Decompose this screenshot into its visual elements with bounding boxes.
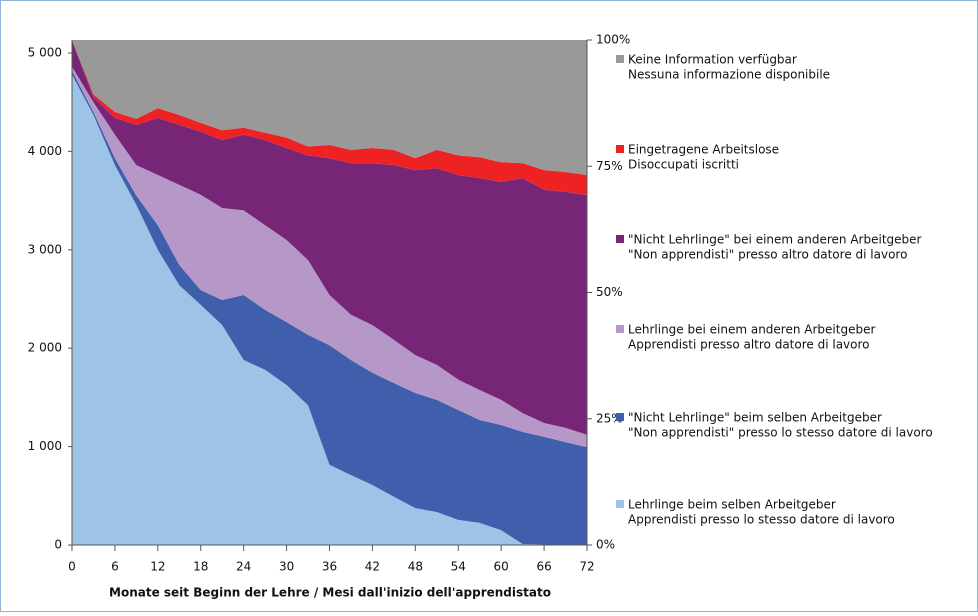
x-tick-label: 54 [451,560,466,574]
legend-label: "Nicht Lehrlinge" bei einem anderen Arbe… [628,233,922,247]
legend-label: Nessuna informazione disponibile [628,68,830,82]
legend-label: Lehrlinge bei einem anderen Arbeitgeber [628,323,875,337]
y-tick-label: 5 000 [28,45,62,59]
y-tick-label: 1 000 [28,439,62,453]
x-tick-label: 48 [408,560,423,574]
legend-swatch [616,145,624,153]
x-tick-label: 0 [68,560,76,574]
y-tick-label: 4 000 [28,144,62,158]
y-tick-label: 2 000 [28,341,62,355]
area [72,74,587,545]
x-tick-label: 18 [193,560,208,574]
legend-label: Apprendisti presso lo stesso datore di l… [628,513,895,527]
area [72,70,587,545]
x-tick-label: 24 [236,560,251,574]
y2-tick-label: 0% [596,538,615,552]
x-tick-label: 66 [536,560,551,574]
legend-label: "Nicht Lehrlinge" beim selben Arbeitgebe… [628,411,882,425]
legend-swatch [616,500,624,508]
legend-swatch [616,55,624,63]
y-tick-label: 3 000 [28,242,62,256]
area [72,66,587,448]
y2-tick-label: 75% [596,159,623,173]
x-tick-label: 12 [150,560,165,574]
x-tick-label: 30 [279,560,294,574]
x-tick-label: 42 [365,560,380,574]
legend-label: Lehrlinge beim selben Arbeitgeber [628,498,836,512]
legend-label: Disoccupati iscritti [628,158,739,172]
legend-swatch [616,413,624,421]
y2-tick-label: 50% [596,285,623,299]
x-tick-label: 60 [494,560,509,574]
legend-label: "Non apprendisti" presso lo stesso dator… [628,426,933,440]
x-axis-title: Monate seit Beginn der Lehre / Mesi dall… [109,586,551,600]
x-tick-label: 72 [579,560,594,574]
area [72,40,587,196]
legend-label: "Non apprendisti" presso altro datore di… [628,248,907,262]
legend-label: Apprendisti presso altro datore di lavor… [628,338,870,352]
x-tick-label: 6 [111,560,119,574]
legend-label: Eingetragene Arbeitslose [628,143,779,157]
x-tick-label: 36 [322,560,337,574]
y-tick-label: 0 [54,538,62,552]
legend-label: Keine Information verfügbar [628,53,797,67]
area [72,40,587,435]
legend-swatch [616,325,624,333]
legend-swatch [616,235,624,243]
area [72,40,587,176]
y2-tick-label: 100% [596,33,630,47]
